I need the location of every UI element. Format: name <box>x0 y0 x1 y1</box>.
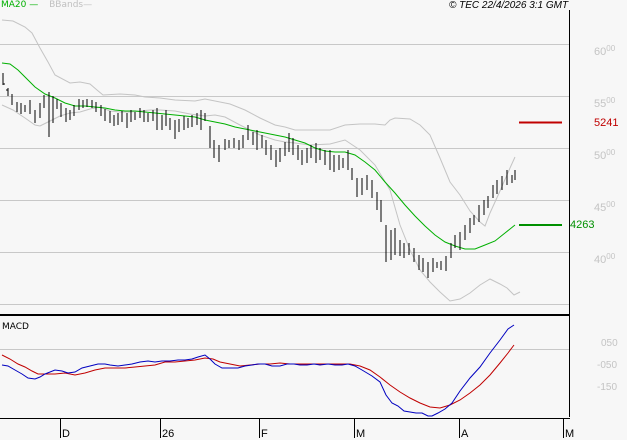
price-label-4500: 4500 <box>594 200 616 214</box>
bband-lower <box>1 104 521 302</box>
support-level-label: 4263 <box>570 219 595 231</box>
macd-signal-line <box>1 344 515 409</box>
price-bars <box>2 73 516 278</box>
macd-line <box>1 324 515 417</box>
chart-legend: MA20 — BBands— <box>1 0 92 11</box>
x-label-apr: A <box>461 428 469 440</box>
ma20-line <box>1 62 516 250</box>
x-label-feb: F <box>261 428 268 440</box>
price-label-6000: 6000 <box>594 44 616 58</box>
bband-upper <box>1 19 516 227</box>
legend-bbands: BBands— <box>49 0 93 10</box>
x-axis-ticks <box>60 419 564 438</box>
macd-title: MACD <box>2 322 29 332</box>
bollinger-bands <box>1 19 521 302</box>
macd-label-050: 050 <box>601 338 618 349</box>
x-label-mar: M <box>356 428 366 440</box>
x-label-dec: D <box>62 428 70 440</box>
price-label-5500: 5500 <box>594 96 616 110</box>
price-label-4000: 4000 <box>594 252 616 266</box>
legend-ma20: MA20 — <box>1 0 39 10</box>
copyright-timestamp: © TEC 22/4/2026 3:1 GMT <box>449 0 569 11</box>
macd-label-neg150: -150 <box>597 382 618 393</box>
resistance-level-label: 5241 <box>594 117 619 129</box>
macd-label-neg050: -050 <box>597 360 618 371</box>
x-label-2026: 26 <box>162 428 175 440</box>
x-label-may: M <box>565 428 575 440</box>
price-label-5000: 5000 <box>594 148 616 162</box>
